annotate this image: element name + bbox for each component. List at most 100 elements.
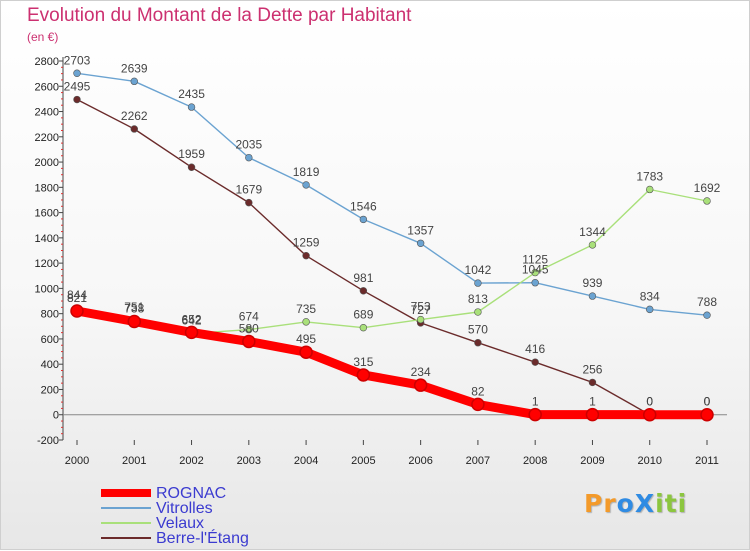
y-minor-tick xyxy=(61,218,63,220)
data-label: 1045 xyxy=(522,263,549,277)
data-label: 2639 xyxy=(121,61,148,75)
data-label: 1783 xyxy=(636,169,663,183)
data-point xyxy=(73,95,81,104)
legend-label: ROGNAC xyxy=(156,485,226,502)
y-tick-label: 2000 xyxy=(35,157,59,169)
y-minor-tick xyxy=(61,199,63,201)
y-minor-tick xyxy=(61,376,63,378)
data-label: 580 xyxy=(239,321,259,335)
chart-unit: (en €) xyxy=(27,30,59,44)
logo-letter: P xyxy=(584,489,604,518)
legend-label: Velaux xyxy=(156,515,204,532)
data-label: 652 xyxy=(182,312,202,326)
y-tick-label: 0 xyxy=(53,410,59,422)
series-layer xyxy=(70,69,714,422)
y-minor-tick xyxy=(61,294,63,296)
data-point xyxy=(359,215,368,224)
y-minor-tick xyxy=(61,382,63,384)
y-tick-label: 2600 xyxy=(35,81,59,93)
y-minor-tick xyxy=(61,433,63,435)
data-label: 2703 xyxy=(64,53,91,67)
data-point xyxy=(359,287,368,295)
x-tick-label: 2005 xyxy=(351,455,375,467)
x-tick-label: 2003 xyxy=(237,455,261,467)
data-label: 495 xyxy=(296,332,316,346)
data-label: 689 xyxy=(353,308,373,322)
data-label: 0 xyxy=(646,395,653,409)
data-point xyxy=(700,407,714,422)
logo-letter: X xyxy=(634,489,656,518)
data-label: 2035 xyxy=(235,138,262,152)
y-minor-tick xyxy=(61,401,63,403)
data-label: 981 xyxy=(353,271,373,285)
data-label: 674 xyxy=(239,310,259,324)
y-tick-label: 1000 xyxy=(35,283,59,295)
y-minor-tick xyxy=(61,250,63,251)
x-tick-label: 2011 xyxy=(695,455,719,467)
y-tick-label: 2400 xyxy=(35,107,59,119)
data-label: 788 xyxy=(697,295,717,309)
data-point xyxy=(703,197,711,205)
data-point xyxy=(531,268,539,277)
data-point xyxy=(302,181,310,189)
data-point xyxy=(302,318,310,326)
data-label: 1692 xyxy=(694,181,721,195)
data-label: 1125 xyxy=(522,253,548,267)
data-point xyxy=(642,407,657,422)
y-tick-label: 1800 xyxy=(35,182,59,194)
y-minor-tick xyxy=(61,332,63,334)
logo-letter: r xyxy=(603,489,617,518)
y-minor-tick xyxy=(61,180,63,182)
y-minor-tick xyxy=(61,231,63,233)
data-point xyxy=(474,308,482,316)
y-tick-label: 2800 xyxy=(35,56,59,68)
data-point xyxy=(588,378,597,387)
y-minor-tick xyxy=(61,275,63,277)
proxiti-logo: ProXiti xyxy=(584,489,687,518)
y-minor-tick xyxy=(61,104,63,106)
y-tick-label: 2200 xyxy=(35,132,59,144)
y-minor-tick xyxy=(61,319,63,321)
y-minor-tick xyxy=(61,300,63,302)
data-point xyxy=(474,339,482,347)
data-point xyxy=(245,325,253,334)
data-label: 1959 xyxy=(178,147,205,161)
y-minor-tick xyxy=(61,224,63,226)
y-minor-tick xyxy=(61,351,63,353)
x-tick-label: 2000 xyxy=(65,455,89,467)
data-label: 2435 xyxy=(178,87,205,101)
data-label: 813 xyxy=(468,292,488,306)
data-point xyxy=(416,315,425,324)
data-label: 753 xyxy=(411,300,431,314)
series-line-vitrolles xyxy=(76,72,708,316)
data-label: 1819 xyxy=(293,165,320,179)
x-tick-label: 2001 xyxy=(122,455,146,467)
y-minor-tick xyxy=(61,268,63,270)
data-label: 735 xyxy=(296,302,316,316)
y-minor-tick xyxy=(61,407,63,409)
data-point xyxy=(413,378,428,392)
y-minor-tick xyxy=(61,123,63,125)
y-minor-tick xyxy=(61,344,63,346)
data-point xyxy=(359,323,368,332)
x-tick-label: 2008 xyxy=(523,455,547,467)
y-minor-tick xyxy=(61,73,63,75)
data-label: 82 xyxy=(471,384,485,398)
data-label: 0 xyxy=(704,395,711,409)
data-point xyxy=(302,251,310,260)
y-minor-tick xyxy=(61,370,63,372)
data-label: 1546 xyxy=(350,199,377,213)
x-tick-label: 2007 xyxy=(466,455,490,467)
data-label: 315 xyxy=(353,355,373,369)
data-label: 1042 xyxy=(465,263,492,277)
y-minor-tick xyxy=(61,129,63,131)
y-minor-tick xyxy=(61,66,63,68)
x-tick-label: 2009 xyxy=(580,455,604,467)
x-tick-label: 2010 xyxy=(637,455,661,467)
logo-letter: t xyxy=(664,489,678,518)
legend-label: Vitrolles xyxy=(156,500,213,517)
data-label: 939 xyxy=(582,276,602,290)
data-label: 1357 xyxy=(407,223,434,237)
